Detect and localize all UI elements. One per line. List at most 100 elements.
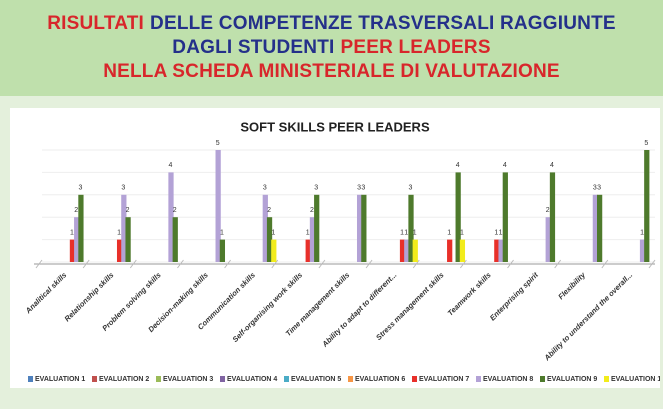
data-label: 1	[640, 229, 644, 236]
legend-swatch	[412, 376, 417, 382]
legend-label: EVALUATION 2	[99, 376, 149, 383]
bar	[447, 239, 453, 262]
category-separator	[318, 259, 326, 269]
data-label: 3	[593, 185, 597, 192]
data-label: 1	[447, 229, 451, 236]
legend-swatch	[92, 376, 97, 382]
data-label: 4	[456, 162, 460, 169]
legend-swatch	[284, 376, 289, 382]
data-label: 4	[169, 162, 173, 169]
bar	[399, 239, 406, 262]
data-label: 2	[546, 207, 550, 214]
bar	[305, 239, 311, 262]
bar	[219, 239, 226, 262]
title-banner: RISULTATI DELLE COMPETENZE TRASVERSALI RA…	[0, 0, 663, 96]
category-separator	[129, 259, 137, 269]
category-separator	[459, 259, 467, 269]
banner-text: NELLA SCHEDA MINISTERIALE DI VALUTAZIONE	[103, 61, 560, 82]
bar	[356, 194, 363, 262]
banner-text: RISULTATI	[47, 13, 145, 34]
data-label: 3	[361, 185, 365, 192]
x-tick-label: Ability to understand the overall...	[542, 270, 635, 363]
banner-line: DAGLI STUDENTI PEER LEADERS	[169, 36, 493, 60]
data-label: 1	[460, 229, 464, 236]
x-tick-label: Relationship skills	[63, 270, 116, 323]
category-separator	[412, 259, 420, 269]
bar	[549, 172, 556, 262]
data-label: 2	[267, 207, 271, 214]
bar	[309, 217, 316, 262]
banner-text: DAGLI STUDENTI	[172, 37, 335, 58]
legend-label: EVALUATION 4	[227, 376, 277, 383]
banner-line: RISULTATI DELLE COMPETENZE TRASVERSALI RA…	[44, 12, 619, 36]
legend-swatch	[220, 376, 225, 382]
data-label: 3	[263, 185, 267, 192]
banner-line: NELLA SCHEDA MINISTERIALE DI VALUTAZIONE	[100, 60, 563, 84]
legend-label: EVALUATION 10	[611, 376, 660, 383]
legend-swatch	[476, 376, 481, 382]
bar	[455, 172, 461, 262]
bar	[404, 239, 410, 262]
data-label: 2	[310, 207, 314, 214]
chart: SOFT SKILLS PEER LEADERS 1 2 3 Analitical s…	[23, 119, 660, 383]
bar	[271, 239, 277, 262]
bar	[545, 217, 551, 262]
legend-label: EVALUATION 8	[483, 376, 533, 383]
legend-swatch	[28, 376, 33, 382]
data-label: 2	[126, 207, 130, 214]
bar	[494, 239, 500, 262]
bar	[262, 194, 268, 262]
data-label: 1	[404, 229, 408, 236]
bar	[412, 239, 418, 262]
category-separator	[648, 259, 656, 269]
bar	[266, 217, 273, 262]
x-tick-label: Ability to adapt to different...	[320, 270, 399, 349]
x-tick-label: Flexibility	[556, 270, 587, 301]
data-label: 1	[413, 229, 417, 236]
data-label: 3	[357, 185, 361, 192]
data-label: 1	[499, 229, 503, 236]
data-label: 1	[220, 229, 224, 236]
legend-label: EVALUATION 1	[35, 376, 85, 383]
bar	[78, 194, 84, 262]
bar	[168, 172, 174, 262]
data-label: 3	[121, 185, 125, 192]
bar	[69, 239, 76, 262]
bar	[125, 217, 131, 262]
bar	[597, 194, 603, 262]
data-label: 1	[271, 229, 275, 236]
data-label: 1	[306, 229, 310, 236]
data-label: 3	[78, 185, 82, 192]
legend-swatch	[156, 376, 161, 382]
data-label: 2	[173, 207, 177, 214]
legend-swatch	[604, 376, 609, 382]
legend-swatch	[348, 376, 353, 382]
legend-label: EVALUATION 5	[291, 376, 341, 383]
category-separator	[601, 259, 609, 269]
bar	[215, 150, 221, 262]
data-label: 1	[117, 229, 121, 236]
data-label: 1	[494, 229, 498, 236]
data-label: 3	[409, 185, 413, 192]
category-separator	[554, 259, 562, 269]
data-label: 3	[314, 185, 318, 192]
legend-label: EVALUATION 3	[163, 376, 213, 383]
category-separator	[35, 259, 43, 269]
bar	[74, 217, 80, 262]
chart-title: SOFT SKILLS PEER LEADERS	[240, 119, 430, 134]
legend-swatch	[540, 376, 545, 382]
data-label: 1	[70, 229, 74, 236]
legend-label: EVALUATION 7	[419, 376, 469, 383]
category-separator	[365, 259, 373, 269]
category-separator	[177, 259, 184, 269]
bar	[361, 194, 367, 262]
bar	[314, 194, 320, 262]
legend-label: EVALUATION 9	[547, 376, 597, 383]
x-tick-label: Teamwork skills	[446, 270, 493, 317]
data-label: 4	[550, 162, 554, 169]
bar	[121, 194, 127, 262]
data-label: 2	[74, 207, 78, 214]
data-label: 5	[216, 140, 220, 147]
bar	[459, 239, 466, 262]
